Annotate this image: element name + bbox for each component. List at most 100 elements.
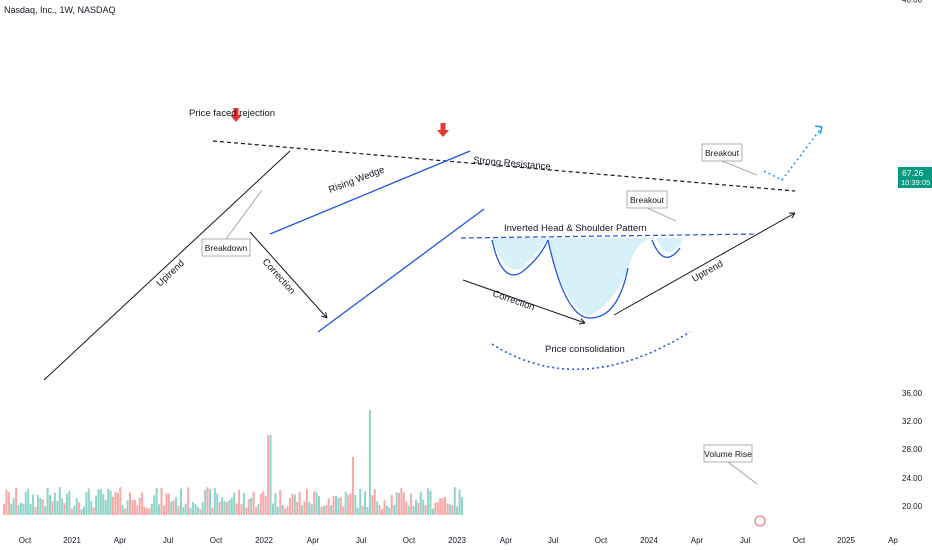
- time-tick-label: Oct: [403, 536, 416, 545]
- volume-bar: [396, 492, 398, 515]
- callout-breakdown-pointer: [226, 190, 262, 239]
- volume-bar: [49, 495, 51, 515]
- volume-bar: [243, 493, 245, 515]
- volume-bar: [422, 500, 424, 515]
- volume-bar: [262, 492, 264, 515]
- volume-bar: [427, 488, 429, 515]
- time-tick-label: Apr: [691, 536, 704, 545]
- correction-arrow-1: [250, 232, 327, 318]
- volume-bar: [325, 505, 327, 515]
- volume-bar: [342, 506, 344, 515]
- time-tick-label: 2023: [448, 536, 466, 545]
- volume-bar: [44, 506, 46, 515]
- volume-bar: [37, 495, 39, 515]
- volume-bar: [190, 508, 192, 515]
- volume-bar: [216, 493, 218, 515]
- volume-bar: [161, 488, 163, 515]
- volume-bar: [461, 497, 463, 515]
- volume-bar: [127, 500, 129, 515]
- volume-bar: [175, 497, 177, 515]
- volume-bar: [83, 507, 85, 515]
- volume-bar: [73, 506, 75, 515]
- volume-bar: [194, 504, 196, 515]
- volume-bar: [13, 498, 15, 515]
- volume-bar: [272, 504, 274, 515]
- volume-bar: [446, 503, 448, 515]
- volume-bar: [323, 506, 325, 515]
- callout-breakout-1-text: Breakout: [630, 195, 665, 205]
- volume-bar: [156, 488, 158, 515]
- wedge-lower: [318, 209, 484, 332]
- volume-bar: [417, 503, 419, 515]
- volume-bar: [257, 504, 259, 515]
- time-axis: Oct 2021 Apr Jul Oct 2022 Apr Jul Oct 2023 Apr Jul O…: [19, 536, 899, 545]
- volume-bar: [47, 488, 49, 515]
- volume-bar: [146, 508, 148, 515]
- price-badge-value: 67.26: [902, 168, 924, 178]
- volume-bar: [318, 496, 320, 515]
- volume-bar: [151, 504, 153, 515]
- callout-breakout-1-pointer: [647, 208, 676, 221]
- volume-bar: [139, 498, 141, 515]
- volume-bar: [279, 490, 281, 515]
- label-correction-1: Correction: [260, 257, 298, 297]
- volume-bar: [8, 492, 10, 515]
- volume-bar: [88, 489, 90, 515]
- volume-bar: [369, 410, 371, 515]
- time-tick-label: 2022: [255, 536, 273, 545]
- volume-bar: [301, 505, 303, 515]
- volume-bar: [403, 492, 405, 515]
- volume-bar: [328, 498, 330, 515]
- volume-bar: [42, 499, 44, 515]
- volume-bar: [15, 488, 17, 515]
- time-tick-label: Jul: [356, 536, 366, 545]
- callout-breakout-2-text: Breakout: [705, 148, 740, 158]
- volume-bar: [347, 495, 349, 515]
- projection-path: [764, 127, 822, 180]
- volume-bar: [248, 499, 250, 515]
- time-tick-label: 2024: [640, 536, 658, 545]
- volume-bar: [408, 506, 410, 515]
- volume-bar: [207, 487, 209, 515]
- volume-bar: [122, 505, 124, 515]
- callout-volume-rise-text: Volume Rise: [704, 449, 752, 459]
- volume-bar: [442, 498, 444, 515]
- volume-bar: [337, 498, 339, 515]
- volume-bar: [30, 504, 32, 515]
- volume-bar: [410, 493, 412, 515]
- volume-bar: [35, 507, 37, 515]
- volume-bar: [371, 495, 373, 515]
- volume-bar: [265, 496, 267, 515]
- volume-bar: [345, 492, 347, 515]
- volume-bar: [56, 501, 58, 515]
- time-tick-label: Apr: [114, 536, 127, 545]
- volume-bar: [182, 507, 184, 515]
- volume-bar: [383, 500, 385, 515]
- volume-bar: [119, 487, 121, 515]
- volume-bar: [192, 502, 194, 515]
- volume-bar: [379, 505, 381, 515]
- volume-tick-label: 36.00: [902, 389, 923, 398]
- volume-bar: [333, 496, 335, 515]
- volume-bar: [282, 505, 284, 515]
- time-tick-label: Jul: [740, 536, 750, 545]
- volume-bar: [270, 435, 272, 515]
- price-axis: 88.0084.0080.0076.0072.0068.0064.0060.00…: [902, 0, 923, 5]
- volume-bar: [124, 509, 126, 515]
- volume-bar: [214, 488, 216, 515]
- volume-bar: [260, 494, 262, 515]
- volume-bar: [352, 457, 354, 515]
- volume-bar: [27, 489, 29, 515]
- rejection-arrow-head: [437, 130, 449, 137]
- volume-bar: [209, 489, 211, 515]
- time-tick-label: Ap: [888, 536, 898, 545]
- volume-bar: [68, 491, 70, 515]
- volume-bar: [364, 491, 366, 515]
- volume-bar: [425, 505, 427, 515]
- volume-bar: [64, 503, 66, 515]
- volume-bar: [362, 506, 364, 515]
- volume-bar: [444, 497, 446, 515]
- volume-bar: [76, 498, 78, 515]
- volume-bar: [78, 502, 80, 515]
